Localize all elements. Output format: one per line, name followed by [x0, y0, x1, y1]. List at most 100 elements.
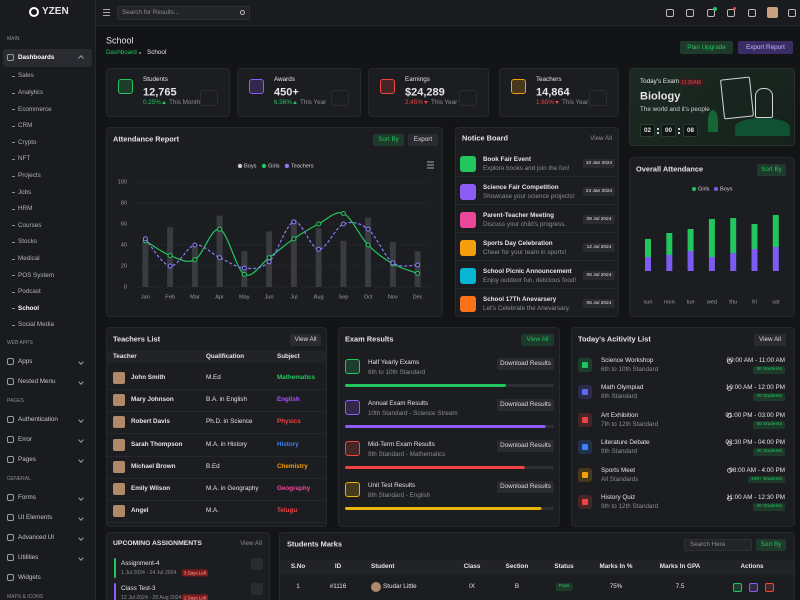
stat-icon: [380, 79, 395, 94]
nav-sub-item[interactable]: Medical: [18, 255, 40, 263]
nav-sub-item[interactable]: Podcast: [18, 288, 41, 296]
divider: [107, 477, 326, 479]
overall-attendance-card: [629, 157, 795, 317]
student-avatar: [371, 582, 381, 592]
teacher-avatar: [113, 438, 125, 451]
nav-sub-item[interactable]: HRM: [18, 205, 33, 213]
button-label[interactable]: Sort By: [378, 136, 399, 144]
nav-sub-item[interactable]: Projects: [18, 172, 41, 180]
marks-search[interactable]: [684, 539, 752, 551]
nav-item[interactable]: UI Elements: [18, 513, 53, 521]
nav-sub-item[interactable]: Ecommerce: [18, 105, 52, 113]
nav-item[interactable]: Forms: [18, 493, 36, 501]
button-label[interactable]: View All: [526, 336, 549, 344]
button-label[interactable]: Sort By: [761, 166, 782, 174]
activity-title: Art Exhibition: [601, 412, 639, 420]
button-label[interactable]: View All: [759, 336, 781, 344]
nav-sub-item[interactable]: Courses: [18, 221, 42, 229]
nav-icon: [7, 493, 14, 501]
header-icon[interactable]: [727, 9, 735, 17]
exam-subject: Biology: [640, 90, 681, 103]
button[interactable]: [738, 41, 793, 54]
header-icon[interactable]: [707, 9, 715, 17]
search-box[interactable]: [117, 6, 250, 20]
nav-item[interactable]: Error: [18, 435, 32, 443]
button-label[interactable]: Sort By: [760, 541, 782, 549]
teacher-name: Angel: [131, 507, 149, 515]
header-icon[interactable]: [666, 9, 674, 17]
nav-item[interactable]: Nested Menu: [18, 377, 56, 385]
button[interactable]: [290, 334, 321, 346]
avatar[interactable]: [767, 7, 778, 18]
view-all-link[interactable]: View All: [590, 135, 612, 143]
breadcrumb[interactable]: Dashboard: [106, 49, 137, 57]
nav-sub-item[interactable]: NFT: [18, 155, 31, 163]
notice-text: Cheer for your team in sports!: [483, 249, 567, 257]
stat-change: 2.45%: [405, 99, 423, 107]
button-label[interactable]: Export Report: [746, 43, 785, 51]
card-title: Notice Board: [462, 133, 508, 143]
action-button[interactable]: [733, 583, 742, 592]
view-all-link[interactable]: View All: [240, 540, 262, 548]
table-header: [107, 351, 326, 363]
table-cell: B: [514, 583, 520, 591]
button[interactable]: [497, 358, 554, 370]
button[interactable]: [497, 440, 554, 452]
action-button[interactable]: [765, 583, 774, 592]
button[interactable]: [680, 41, 733, 54]
button-label[interactable]: View All: [294, 336, 317, 344]
button-label[interactable]: Download Results: [500, 483, 551, 491]
button-label[interactable]: Download Results: [500, 442, 551, 450]
button-label[interactable]: Download Results: [500, 360, 551, 368]
nav-item[interactable]: Widgets: [18, 573, 41, 581]
nav-sub-item[interactable]: CRM: [18, 122, 33, 130]
button-label[interactable]: Plan Upgrade: [687, 43, 726, 51]
nav-sub-item[interactable]: Social Media: [18, 321, 55, 329]
button[interactable]: [373, 134, 404, 146]
teacher-qualification: Ph.D. in Science: [206, 418, 253, 426]
nav-item[interactable]: Apps: [18, 357, 33, 365]
nav-sub-item[interactable]: Analytics: [18, 89, 44, 97]
nav-sub-item[interactable]: Sales: [18, 72, 34, 80]
activity-title: Literature Debate: [601, 439, 650, 447]
nav-item[interactable]: Authentication: [18, 415, 58, 423]
nav-item[interactable]: Pages: [18, 455, 36, 463]
action-button[interactable]: [749, 583, 758, 592]
stat-period: This Year: [431, 99, 458, 107]
nav-sub-item[interactable]: Stocks: [18, 238, 37, 246]
header-icon[interactable]: [788, 9, 796, 17]
nav-item[interactable]: Utilities: [18, 553, 39, 561]
button[interactable]: [754, 334, 786, 346]
header-icon[interactable]: [748, 9, 756, 17]
assignment-arrow-button[interactable]: [251, 583, 263, 595]
assignment-arrow-button[interactable]: [251, 558, 263, 570]
button[interactable]: [756, 539, 786, 551]
nav-sub-item[interactable]: Jobs: [18, 188, 32, 196]
header-icon[interactable]: [686, 9, 694, 17]
button[interactable]: [497, 399, 554, 411]
date-badge: [583, 243, 615, 252]
button-label[interactable]: Export: [413, 136, 433, 144]
table-cell: 1: [296, 583, 300, 591]
nav-dash: [12, 175, 15, 177]
column-header: Teacher: [113, 353, 137, 361]
notice-date: 09 Jul 2024: [586, 216, 612, 222]
nav-item[interactable]: Dashboards: [18, 54, 55, 62]
nav-sub-item[interactable]: Crypto: [18, 138, 37, 146]
button[interactable]: [757, 164, 786, 176]
sidebar: [0, 0, 96, 600]
nav-item[interactable]: Advanced UI: [18, 533, 55, 541]
nav-sub-item[interactable]: POS System: [18, 271, 55, 279]
exam-subtitle: The world and it's people: [640, 106, 710, 114]
nav-sub-item[interactable]: School: [18, 304, 39, 312]
button[interactable]: [497, 481, 554, 493]
nav-dash: [12, 92, 15, 94]
button[interactable]: [521, 334, 554, 346]
clock-icon: [727, 495, 732, 501]
button[interactable]: [408, 134, 438, 146]
button-label[interactable]: Download Results: [500, 401, 551, 409]
students-badge: 100+ Students: [747, 475, 785, 484]
cart-badge: [713, 7, 717, 11]
teacher-name: John Smith: [131, 374, 166, 382]
